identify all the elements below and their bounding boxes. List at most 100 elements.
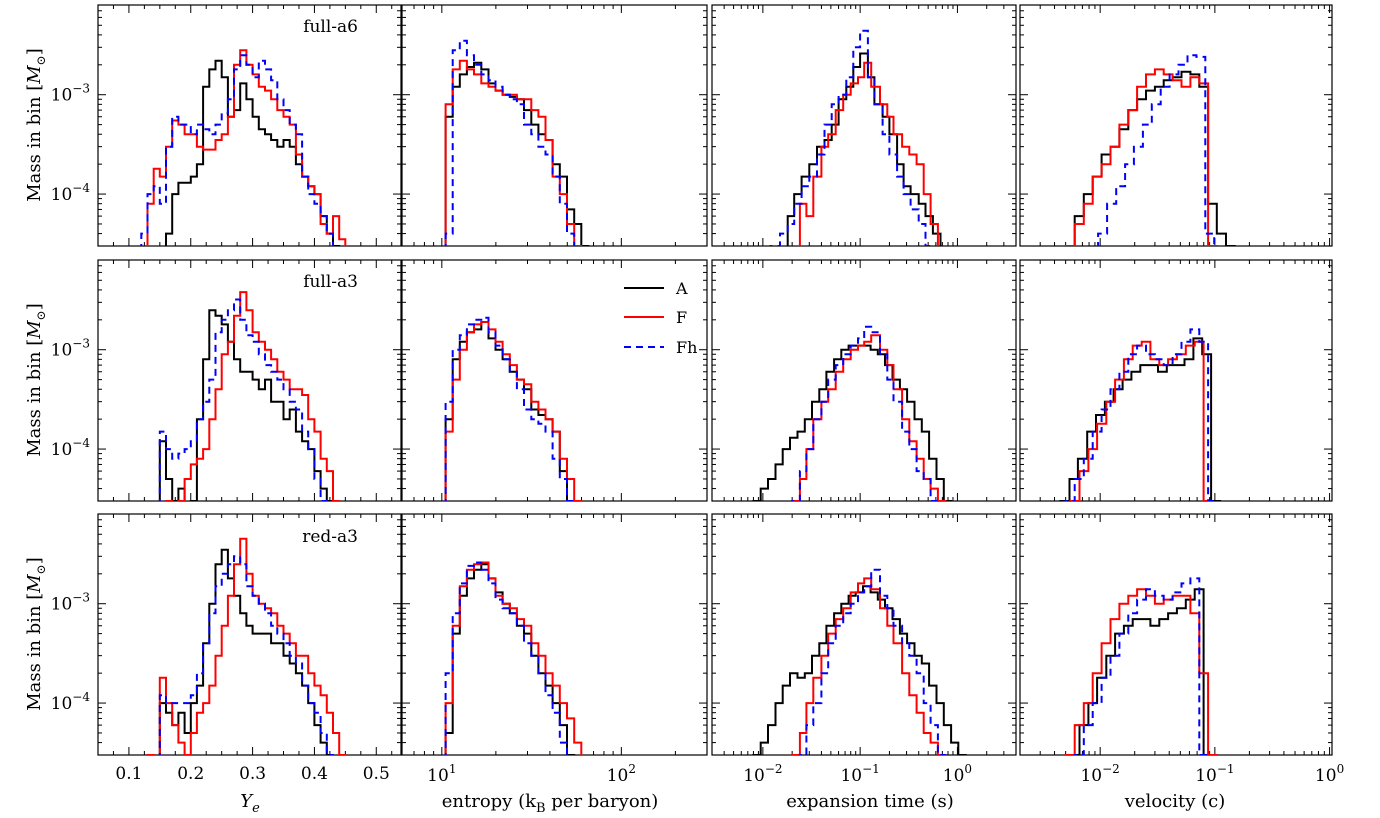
- panel-frame: [711, 259, 1017, 502]
- series-fh-step: [158, 555, 334, 755]
- panel-series-group: [444, 561, 583, 755]
- series-fh-step: [444, 316, 576, 501]
- series-f-step: [791, 577, 947, 755]
- xtick-label: 0.5: [363, 764, 390, 784]
- ylabel-sun-symbol: ⊙: [34, 55, 48, 65]
- xtick-label: 0.1: [115, 764, 142, 784]
- panel-label-full-a3: full-a3: [303, 272, 358, 292]
- xtick-label: 101: [427, 762, 456, 786]
- ytick-exp: −3: [72, 82, 90, 96]
- panel-3-4: 10−2 10−1 100: [1019, 513, 1345, 786]
- panel-series-group: [158, 291, 341, 501]
- panel-2-1: 10−310−4: [51, 259, 402, 502]
- series-fh-step: [444, 39, 576, 246]
- xlabel-entropy: entropy (kB per baryon): [442, 791, 659, 816]
- panel-3-3: 10−2 10−1 100: [711, 513, 1017, 786]
- xtick-base: 10: [840, 766, 862, 786]
- xtick-base: 10: [1195, 766, 1217, 786]
- xtick-label: 10−1: [1195, 762, 1234, 786]
- ytick-base: 10: [51, 86, 73, 106]
- ytick-label: 10−3: [51, 591, 90, 615]
- panel-series-group: [769, 29, 942, 246]
- panel-series-group: [1064, 54, 1236, 246]
- xtick-exp: 1: [449, 762, 457, 776]
- series-f-step: [165, 291, 341, 501]
- legend-label-f: F: [676, 308, 687, 327]
- panel-series-group: [140, 49, 347, 246]
- series-fh-step: [791, 325, 939, 501]
- ylabel-unit: M: [24, 320, 45, 340]
- xtick-label: 0.3: [239, 764, 266, 784]
- xlabel-ye: Ye: [240, 791, 260, 816]
- legend-label-fh: Fh: [676, 338, 697, 357]
- xtick-base: 10: [607, 766, 629, 786]
- ylabel-row-2: Mass in bin [M⊙]: [24, 303, 48, 457]
- panel-frame: [1019, 259, 1333, 502]
- xtick-base: 10: [1080, 766, 1102, 786]
- series-f-step: [1069, 340, 1214, 501]
- panel-3-1: 10−310−40.1 0.2 0.3 0.4 0.5: [51, 513, 402, 784]
- xtick-label: 10−2: [743, 762, 782, 786]
- ylabel-suffix: ]: [24, 303, 45, 310]
- panel-label-full-a6: full-a6: [303, 17, 358, 37]
- series-a-step: [1059, 337, 1222, 501]
- series-fh-step: [1073, 577, 1210, 755]
- panel-frame: [401, 259, 708, 502]
- panel-1-1: 10−310−4: [51, 4, 402, 247]
- ytick-exp: −4: [72, 181, 90, 195]
- panel-frame: [1019, 513, 1333, 756]
- xtick-base: 10: [427, 766, 449, 786]
- ylabel-unit: M: [24, 65, 45, 85]
- series-fh-step: [798, 568, 947, 755]
- xlabel-ye-sub: e: [252, 801, 260, 816]
- panel-2-3: [711, 259, 1017, 502]
- panel-label-red-a3: red-a3: [302, 527, 358, 547]
- ytick-base: 10: [51, 440, 73, 460]
- ytick-label: 10−4: [51, 690, 91, 714]
- xtick-exp: 2: [628, 762, 636, 776]
- panel-frame: [401, 4, 708, 247]
- xtick-label: 0.2: [177, 764, 204, 784]
- panel-frame: [711, 4, 1017, 247]
- panel-3-2: 101 102: [401, 513, 708, 786]
- xtick-label: 100: [943, 762, 972, 786]
- series-fh-step: [158, 298, 328, 501]
- ytick-base: 10: [51, 185, 73, 205]
- ylabel-row-1: Mass in bin [M⊙]: [24, 48, 48, 202]
- ytick-label: 10−4: [51, 436, 91, 460]
- ylabel-sun-symbol: ⊙: [34, 310, 48, 320]
- ylabel-unit: M: [24, 574, 45, 594]
- xlabel-entropy-suffix: per baryon): [546, 791, 659, 812]
- panel-series-group: [1059, 328, 1222, 501]
- panel-series-group: [444, 316, 583, 501]
- panel-2-4: [1019, 259, 1333, 502]
- ylabel-prefix: Mass in bin [: [24, 84, 45, 202]
- panel-frame: [97, 259, 402, 502]
- series-fh-step: [1097, 54, 1216, 246]
- legend: A F Fh: [624, 279, 697, 357]
- panel-frame: [97, 4, 402, 247]
- xlabel-expansion-time: expansion time (s): [786, 791, 954, 812]
- xtick-base: 10: [943, 766, 965, 786]
- panel-series-group: [1064, 577, 1218, 755]
- ylabel-suffix: ]: [24, 48, 45, 55]
- series-fh-step: [769, 29, 934, 246]
- legend-label-a: A: [675, 279, 688, 298]
- xtick-exp: −2: [1102, 762, 1120, 776]
- xtick-base: 10: [743, 766, 765, 786]
- panel-series-group: [752, 568, 967, 755]
- series-a-step: [752, 585, 967, 755]
- panel-frame: [1019, 4, 1333, 247]
- panel-series-group: [146, 537, 347, 755]
- xtick-exp: 0: [1337, 762, 1345, 776]
- ytick-label: 10−3: [51, 337, 90, 361]
- ytick-exp: −3: [72, 337, 90, 351]
- xtick-label: 10−1: [840, 762, 879, 786]
- ytick-base: 10: [51, 694, 73, 714]
- ytick-exp: −3: [72, 591, 90, 605]
- ylabel-prefix: Mass in bin [: [24, 593, 45, 711]
- xtick-label: 0.4: [301, 764, 328, 784]
- series-f-step: [146, 537, 347, 755]
- ytick-label: 10−4: [51, 181, 91, 205]
